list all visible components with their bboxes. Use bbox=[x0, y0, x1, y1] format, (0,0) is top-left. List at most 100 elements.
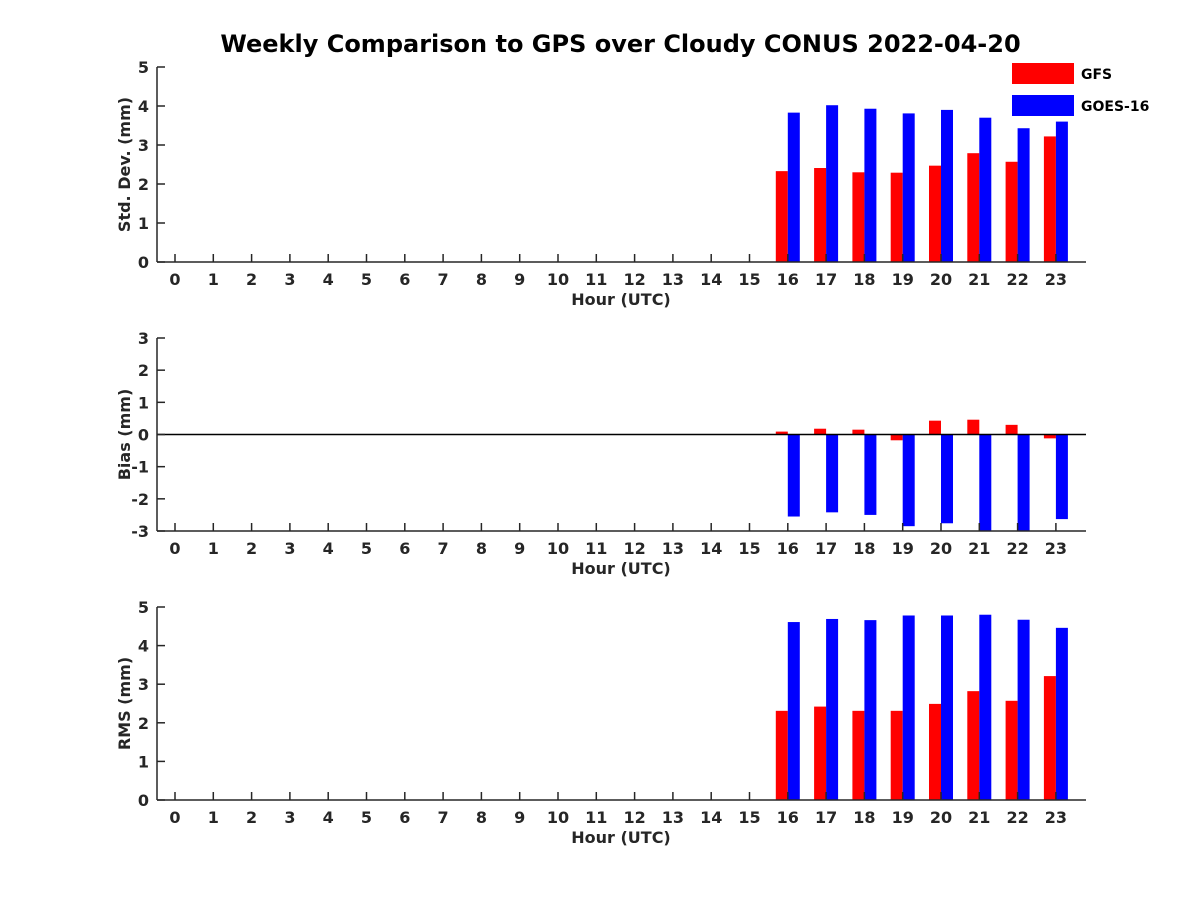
x-tick-label: 19 bbox=[892, 270, 914, 289]
x-tick-label: 17 bbox=[815, 270, 837, 289]
x-tick-label: 19 bbox=[892, 808, 914, 827]
x-tick-label: 18 bbox=[853, 808, 875, 827]
bar-gfs-hour-18 bbox=[852, 710, 865, 800]
x-tick-label: 7 bbox=[438, 808, 449, 827]
x-tick-label: 23 bbox=[1045, 539, 1067, 558]
x-tick-label: 23 bbox=[1045, 808, 1067, 827]
x-tick-label: 14 bbox=[700, 539, 722, 558]
x-tick-label: 12 bbox=[623, 270, 645, 289]
bar-gfs-hour-21 bbox=[967, 691, 980, 800]
bar-goes-16-hour-17 bbox=[826, 105, 839, 262]
x-tick-label: 13 bbox=[662, 539, 684, 558]
bar-gfs-hour-19 bbox=[890, 434, 903, 441]
bar-goes-16-hour-19 bbox=[902, 113, 915, 262]
x-tick-label: 22 bbox=[1006, 270, 1028, 289]
x-tick-label: 10 bbox=[547, 270, 569, 289]
x-tick-label: 18 bbox=[853, 539, 875, 558]
x-tick-label: 20 bbox=[930, 270, 952, 289]
x-tick-label: 4 bbox=[323, 539, 334, 558]
y-tick-label: 3 bbox=[138, 329, 149, 348]
bar-goes-16-hour-20 bbox=[941, 109, 953, 263]
x-tick-label: 8 bbox=[476, 270, 487, 289]
bar-gfs-hour-17 bbox=[814, 168, 827, 262]
y-tick-label: 1 bbox=[138, 393, 149, 412]
x-tick-label: 2 bbox=[246, 808, 257, 827]
bar-gfs-hour-16 bbox=[775, 171, 788, 262]
x-tick-label: 19 bbox=[892, 539, 914, 558]
x-tick-label: 15 bbox=[738, 808, 760, 827]
bar-goes-16-hour-23 bbox=[1055, 121, 1068, 262]
y-axis-label: RMS (mm) bbox=[115, 657, 134, 750]
x-tick-label: 11 bbox=[585, 270, 607, 289]
bar-goes-16-hour-23 bbox=[1055, 627, 1068, 800]
x-tick-label: 21 bbox=[968, 270, 990, 289]
y-axis-label: Std. Dev. (mm) bbox=[115, 97, 134, 232]
x-tick-label: 5 bbox=[361, 808, 372, 827]
bar-goes-16-hour-21 bbox=[979, 614, 992, 800]
x-tick-label: 3 bbox=[284, 270, 295, 289]
bar-gfs-hour-22 bbox=[1005, 700, 1018, 800]
x-tick-label: 8 bbox=[476, 539, 487, 558]
x-tick-label: 20 bbox=[930, 539, 952, 558]
y-tick-label: 2 bbox=[138, 714, 149, 733]
y-tick-label: 1 bbox=[138, 214, 149, 233]
x-tick-label: 5 bbox=[361, 539, 372, 558]
x-tick-label: 3 bbox=[284, 808, 295, 827]
x-tick-label: 20 bbox=[930, 808, 952, 827]
x-tick-label: 6 bbox=[399, 270, 410, 289]
y-tick-label: 3 bbox=[138, 675, 149, 694]
chart-title: Weekly Comparison to GPS over Cloudy CON… bbox=[220, 30, 1021, 58]
bar-gfs-hour-22 bbox=[1005, 161, 1018, 262]
y-tick-label: 2 bbox=[138, 361, 149, 380]
bar-gfs-hour-16 bbox=[775, 431, 788, 435]
x-tick-label: 4 bbox=[323, 808, 334, 827]
bar-goes-16-hour-19 bbox=[902, 434, 915, 527]
x-tick-label: 3 bbox=[284, 539, 295, 558]
x-tick-label: 1 bbox=[208, 539, 219, 558]
x-tick-label: 15 bbox=[738, 539, 760, 558]
y-tick-label: 0 bbox=[138, 791, 149, 810]
x-tick-label: 2 bbox=[246, 270, 257, 289]
x-tick-label: 8 bbox=[476, 808, 487, 827]
x-tick-label: 9 bbox=[514, 539, 525, 558]
bar-gfs-hour-21 bbox=[967, 419, 980, 435]
bar-goes-16-hour-22 bbox=[1017, 619, 1030, 800]
bar-gfs-hour-20 bbox=[929, 420, 941, 435]
bar-gfs-hour-23 bbox=[1043, 136, 1056, 262]
x-tick-label: 9 bbox=[514, 270, 525, 289]
x-tick-label: 12 bbox=[623, 539, 645, 558]
bar-gfs-hour-20 bbox=[929, 165, 941, 262]
bar-gfs-hour-19 bbox=[890, 172, 903, 262]
y-tick-label: -2 bbox=[131, 490, 149, 509]
y-tick-label: 4 bbox=[138, 97, 149, 116]
x-tick-label: 7 bbox=[438, 270, 449, 289]
bar-gfs-hour-16 bbox=[775, 710, 788, 800]
bar-gfs-hour-17 bbox=[814, 706, 827, 800]
x-tick-label: 21 bbox=[968, 808, 990, 827]
bar-goes-16-hour-18 bbox=[864, 620, 877, 800]
legend: GFS GOES-16 bbox=[1012, 63, 1149, 116]
x-tick-label: 11 bbox=[585, 808, 607, 827]
bar-gfs-hour-22 bbox=[1005, 424, 1018, 435]
x-axis-label: Hour (UTC) bbox=[571, 828, 671, 847]
x-tick-label: 16 bbox=[777, 539, 799, 558]
bar-gfs-hour-23 bbox=[1043, 676, 1056, 800]
x-tick-label: 14 bbox=[700, 270, 722, 289]
y-tick-label: 5 bbox=[138, 598, 149, 617]
y-tick-label: 0 bbox=[138, 253, 149, 272]
legend-swatch-goes-16 bbox=[1012, 95, 1074, 116]
bar-gfs-hour-23 bbox=[1043, 434, 1056, 439]
bar-goes-16-hour-20 bbox=[941, 434, 953, 524]
x-tick-label: 17 bbox=[815, 808, 837, 827]
x-tick-label: 6 bbox=[399, 808, 410, 827]
y-tick-label: 0 bbox=[138, 426, 149, 445]
x-tick-label: 14 bbox=[700, 808, 722, 827]
bar-goes-16-hour-20 bbox=[941, 615, 953, 800]
bar-gfs-hour-19 bbox=[890, 710, 903, 800]
bar-gfs-hour-21 bbox=[967, 153, 980, 262]
